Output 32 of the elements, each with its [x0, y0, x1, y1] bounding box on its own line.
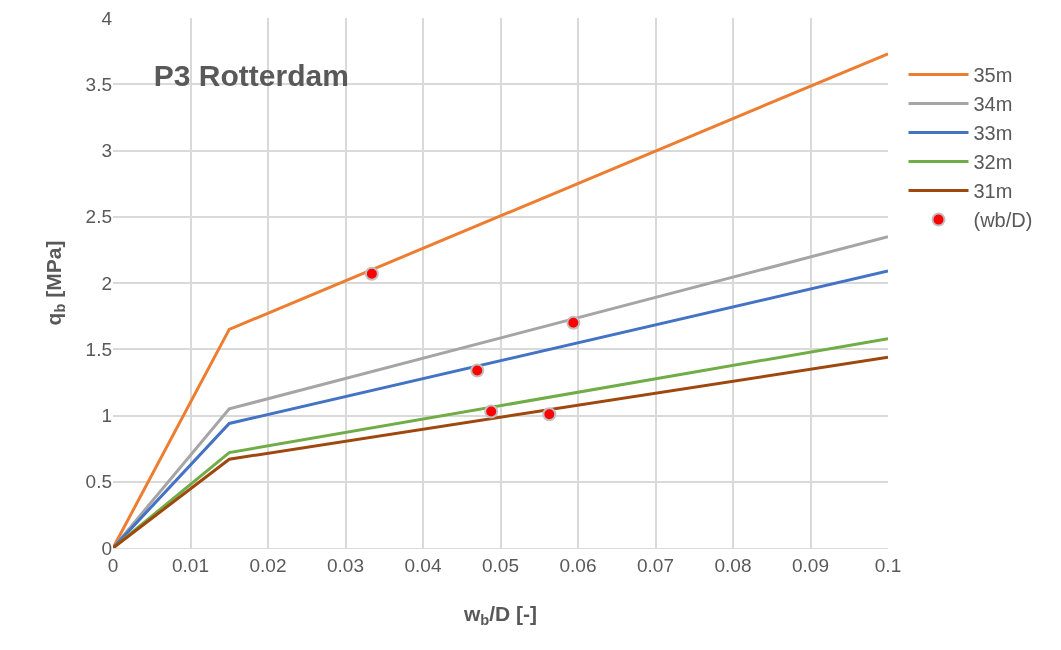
point	[566, 315, 581, 330]
y-tick-label: 2	[101, 272, 112, 294]
y-tick-label: 4	[101, 7, 113, 29]
x-tick-label: 0.05	[482, 554, 519, 576]
x-axis-title: w$_{b}$/D [-]	[462, 602, 538, 629]
y-tick-label: 1.5	[85, 338, 112, 360]
y-tick-label: 3.5	[85, 73, 112, 95]
legend-label: 32m	[973, 151, 1013, 174]
x-tick-label: 0.06	[559, 554, 597, 576]
y-tick-label: 3	[101, 140, 112, 162]
text: P3 Rotterdam	[153, 59, 349, 92]
y-tick-label: 0	[101, 537, 112, 559]
point	[470, 363, 485, 378]
x-tick-label: 0.03	[327, 554, 364, 576]
x-tick-label: 0.04	[404, 554, 442, 576]
y-tick-label: 2.5	[85, 206, 112, 228]
legend-label: (wb/D)	[973, 209, 1033, 232]
x-tick-label: 0.09	[792, 554, 829, 576]
legend-label: 34m	[973, 93, 1013, 116]
x-tick-label: 0.02	[249, 554, 287, 576]
legend-label: 33m	[973, 122, 1013, 145]
y-tick-label: 0.5	[85, 471, 112, 493]
legend-label: 31m	[973, 180, 1013, 203]
x-tick-label: 0.01	[172, 554, 209, 576]
legend-label: 35m	[973, 64, 1013, 87]
y-tick-label: 1	[101, 405, 112, 427]
x-tick-label: 0.1	[874, 554, 902, 576]
point	[542, 407, 557, 422]
point	[484, 404, 499, 419]
x-tick-label: 0.07	[637, 554, 674, 576]
point	[364, 266, 379, 281]
x-tick-label: 0.08	[714, 554, 752, 576]
